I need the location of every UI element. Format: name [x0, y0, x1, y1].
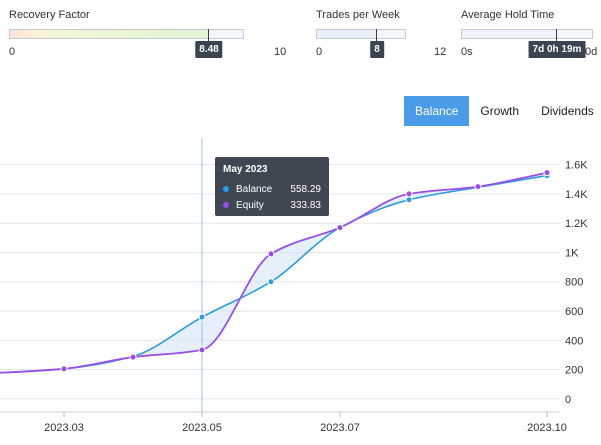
balance-dot-icon — [223, 186, 229, 192]
equity-dot-icon — [223, 202, 229, 208]
equity-point — [336, 224, 344, 232]
equity-point — [543, 169, 551, 177]
tooltip-title: May 2023 — [223, 164, 268, 175]
gauge-max-label: 12 — [434, 46, 447, 58]
balance-point — [405, 196, 413, 204]
gauge-track — [9, 29, 244, 39]
gauge-fill — [317, 30, 377, 38]
gauge-title: Average Hold Time — [461, 9, 555, 21]
gauge-min-label: 0s — [461, 46, 473, 58]
gauge-value-badge: 7d 0h 19m — [528, 41, 586, 58]
tooltip-value: 558.29 — [290, 183, 321, 195]
equity-line — [0, 171, 548, 374]
equity-point — [405, 190, 413, 198]
balance-point — [267, 278, 275, 286]
x-tick-label: 2023.07 — [320, 422, 360, 434]
gauge-trades-per-week: Trades per Week 8 0 12 — [316, 9, 448, 65]
y-tick-label: 200 — [565, 365, 583, 377]
tab-growth[interactable]: Growth — [469, 96, 531, 126]
gauge-title: Trades per Week — [316, 9, 400, 21]
tooltip-value: 333.83 — [290, 199, 321, 211]
gauge-fill — [462, 30, 557, 38]
gauge-track — [316, 29, 406, 39]
gauge-marker — [208, 29, 209, 41]
tooltip-label: Balance — [236, 183, 273, 195]
equity-point — [267, 250, 275, 258]
gauge-value-badge: 8 — [370, 41, 384, 58]
chart-tabs: Balance Growth Dividends — [404, 96, 601, 126]
gauge-title: Recovery Factor — [9, 9, 90, 21]
equity-point — [474, 183, 482, 191]
x-tick-label: 2023.05 — [182, 422, 222, 434]
y-tick-label: 1.2K — [565, 218, 588, 230]
equity-point — [198, 346, 206, 354]
tab-dividends[interactable]: Dividends — [530, 96, 601, 126]
gauge-marker — [556, 29, 557, 41]
x-tick-label: 2023.03 — [44, 422, 84, 434]
chart-tooltip: May 2023 Balance 558.29 Equity 333.83 — [215, 157, 329, 216]
tab-balance[interactable]: Balance — [404, 96, 470, 126]
y-tick-label: 0 — [565, 394, 571, 406]
gauge-track — [461, 29, 593, 39]
equity-point — [129, 353, 137, 361]
balance-point — [198, 313, 206, 321]
gauge-max-label: 0d — [585, 46, 598, 58]
gauge-max-label: 10 — [274, 46, 287, 58]
gauge-average-hold-time: Average Hold Time 7d 0h 19m 0s 0d — [461, 9, 597, 65]
y-tick-label: 1.6K — [565, 160, 588, 172]
y-tick-label: 600 — [565, 306, 583, 318]
x-tick-label: 2023.10 — [527, 422, 567, 434]
balance-chart[interactable]: 0 200 400 600 800 1K 1.2K 1.4K 1.6K 2023.03 2023.0… — [0, 130, 601, 445]
y-tick-label: 400 — [565, 335, 583, 347]
gauge-marker — [376, 29, 377, 41]
tooltip-row-balance: Balance 558.29 — [223, 181, 321, 197]
gauge-fill — [10, 30, 209, 38]
balance-equity-band — [0, 172, 547, 373]
y-tick-label: 1.4K — [565, 189, 588, 201]
y-tick-label: 800 — [565, 277, 583, 289]
equity-point — [60, 365, 68, 373]
gauge-min-label: 0 — [316, 46, 323, 58]
y-tick-label: 1K — [565, 247, 579, 259]
gauge-recovery-factor: Recovery Factor 8.48 0 10 — [9, 9, 289, 65]
tooltip-row-equity: Equity 333.83 — [223, 197, 321, 213]
gauge-min-label: 0 — [9, 46, 16, 58]
gauge-value-badge: 8.48 — [195, 41, 223, 58]
tooltip-label: Equity — [236, 199, 264, 211]
